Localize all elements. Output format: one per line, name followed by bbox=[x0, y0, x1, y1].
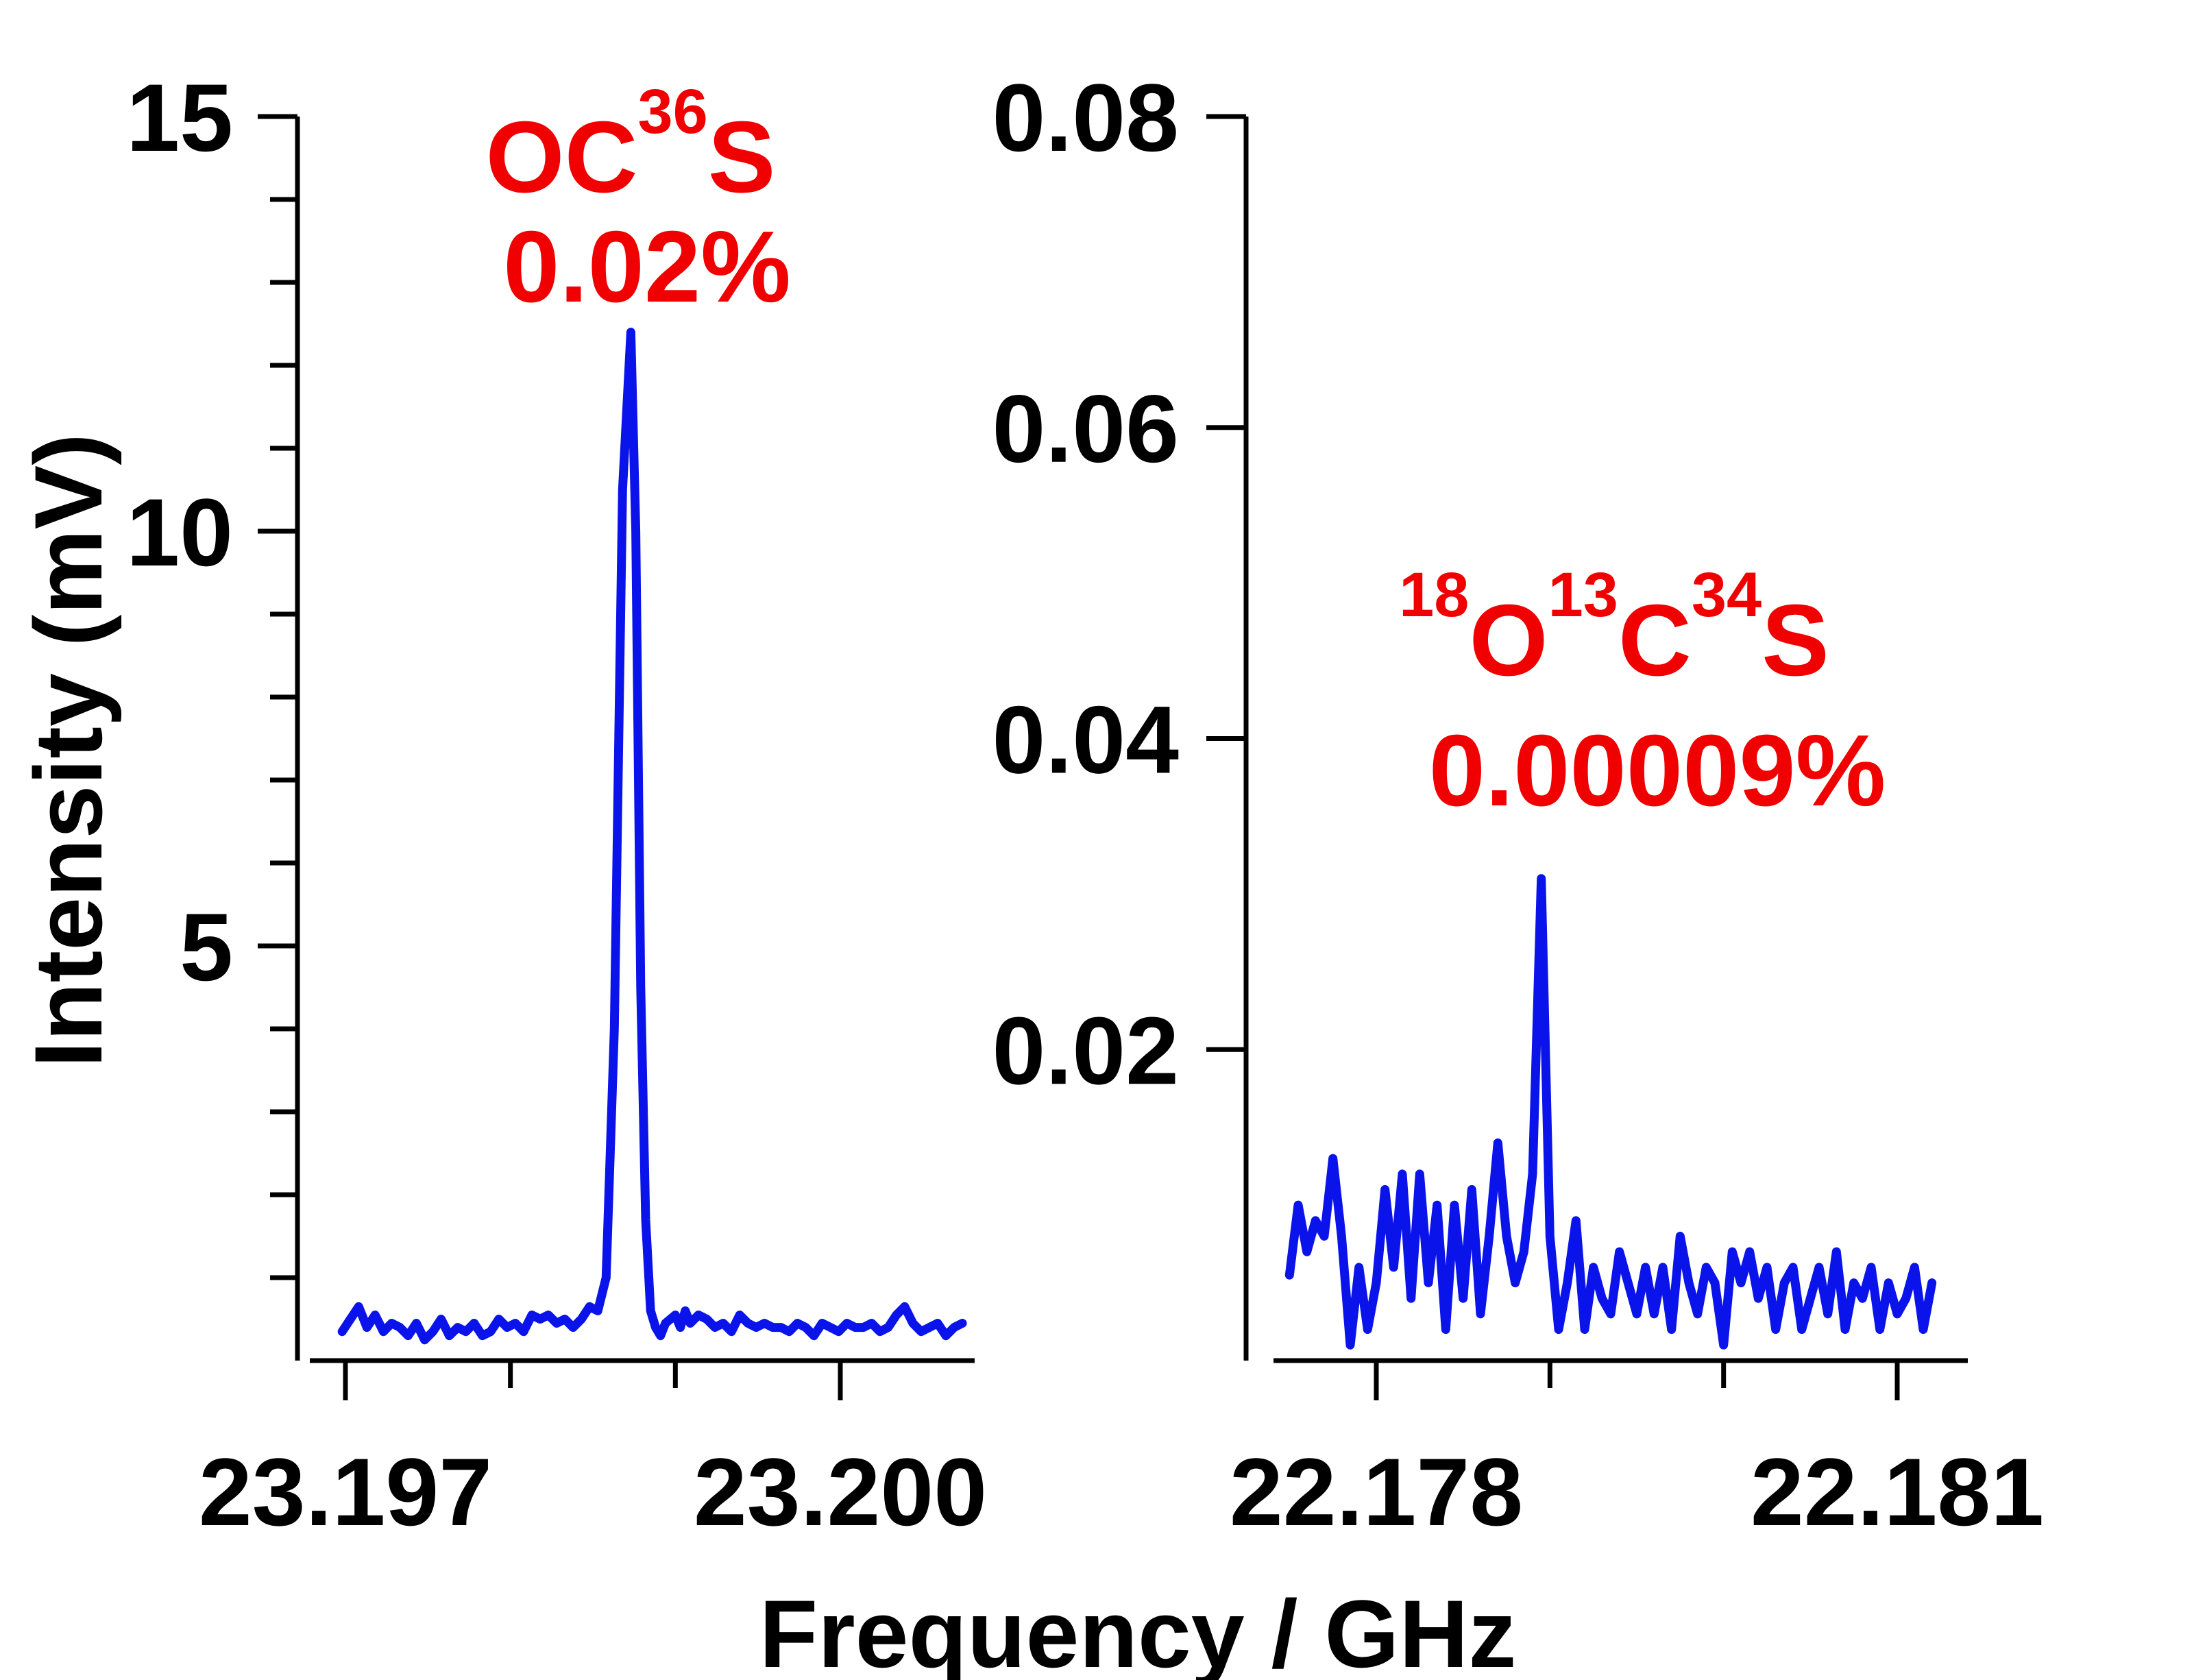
right-tick-labels: 0.02 0.04 0.06 0.08 22.178 22.181 bbox=[992, 64, 2045, 1546]
left-peak-label-base: OC bbox=[485, 101, 637, 214]
right-panel-18o13c34s: 0.02 0.04 0.06 0.08 22.178 22.181 18O13C34S 0… bbox=[992, 64, 2045, 1546]
right-peak-label-base2: C bbox=[1618, 584, 1692, 697]
left-peak-label-after: S bbox=[708, 101, 776, 214]
left-y-tick-label: 10 bbox=[126, 478, 233, 586]
x-axis-title: Frequency / GHz bbox=[759, 1580, 1517, 1680]
right-x-tick-label: 22.181 bbox=[1751, 1438, 2044, 1546]
right-peak-label-sup1: 18 bbox=[1399, 560, 1469, 630]
right-spectrum-line bbox=[1284, 874, 1937, 1350]
right-y-tick-label: 0.04 bbox=[992, 686, 1180, 794]
left-peak-label-sup: 36 bbox=[637, 77, 707, 147]
right-peak-label-base1: O bbox=[1469, 584, 1548, 697]
left-x-tick-label: 23.200 bbox=[694, 1438, 987, 1546]
right-x-tick-label: 22.178 bbox=[1230, 1438, 1523, 1546]
right-peak-label-base3: S bbox=[1762, 584, 1829, 697]
right-y-tick-label: 0.08 bbox=[992, 64, 1179, 171]
right-y-tick-label: 0.06 bbox=[992, 375, 1179, 483]
right-peak-label-sup3: 34 bbox=[1692, 560, 1762, 630]
left-peak-percent: 0.02% bbox=[503, 210, 791, 324]
left-y-tick-label: 15 bbox=[126, 64, 233, 171]
right-peak-label-sup2: 13 bbox=[1548, 560, 1618, 630]
right-ticks bbox=[1206, 114, 1900, 1400]
left-x-tick-label: 23.197 bbox=[199, 1438, 492, 1546]
left-spectrum-line bbox=[337, 328, 967, 1345]
left-peak-label: OC36S bbox=[485, 77, 775, 214]
right-peak-percent: 0.00009% bbox=[1429, 714, 1886, 827]
left-y-tick-label: 5 bbox=[180, 893, 233, 1001]
right-y-tick-label: 0.02 bbox=[992, 997, 1179, 1104]
y-axis-title: Intensity (mV) bbox=[14, 433, 122, 1068]
left-ticks bbox=[258, 114, 843, 1400]
left-tick-labels: 5 10 15 23.197 23.200 bbox=[126, 64, 987, 1546]
right-peak-label: 18O13C34S bbox=[1399, 560, 1829, 697]
left-panel-oc36s: 5 10 15 23.197 23.200 OC36S 0.02% bbox=[126, 64, 987, 1546]
